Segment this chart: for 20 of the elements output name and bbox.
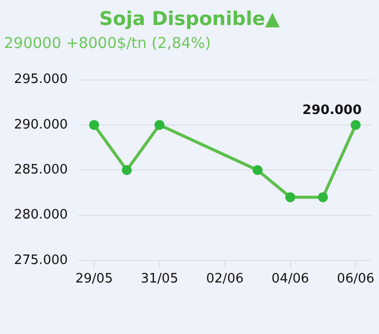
point (154, 120, 164, 130)
x-tick-label: 02/06 (206, 272, 244, 287)
point (350, 120, 361, 130)
x-tick-label: 29/05 (75, 272, 113, 287)
point (122, 165, 132, 176)
point (252, 165, 263, 176)
x-tick-label: 04/06 (272, 272, 309, 287)
chart-title: Soja Disponible▲ (98, 8, 281, 30)
point (318, 192, 328, 202)
x-tick-label: 06/06 (336, 272, 374, 287)
x-tick-label: 31/05 (140, 272, 178, 287)
point (285, 192, 296, 202)
point (89, 120, 100, 130)
chart-subtitle: 290000 +8000$/tn (2,84%) (4, 34, 211, 52)
y-tick-label: 285.000 (14, 162, 68, 178)
y-tick-label: 275.000 (14, 252, 68, 268)
y-tick-label: 280.000 (14, 208, 68, 223)
y-tick-label: 295.000 (14, 72, 68, 88)
data-label: 290.000 (302, 102, 362, 118)
y-tick-label: 290.000 (14, 117, 68, 132)
